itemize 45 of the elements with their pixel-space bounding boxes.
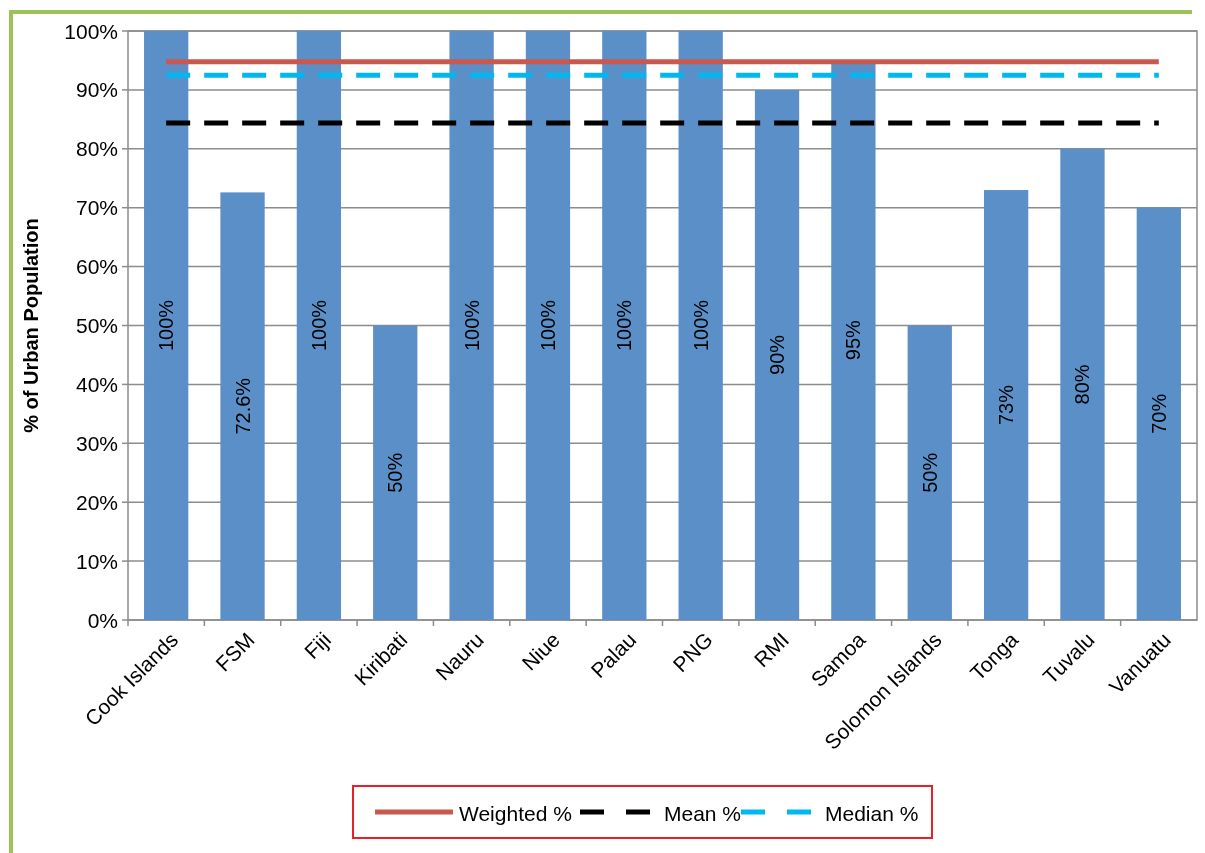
x-tick-label: Niue [517,627,565,675]
bar [525,31,571,620]
data-label: 90% [766,334,789,375]
y-tick-label: 80% [75,137,118,161]
data-label: 100% [155,299,178,352]
data-label: 95% [842,319,865,361]
bar [373,325,418,620]
data-label: 50% [918,452,941,493]
bar [602,31,647,620]
x-tick-label: Fiji [299,627,336,664]
bar [678,31,723,620]
y-tick-label: 60% [75,255,118,279]
data-label: 72.6% [231,377,254,435]
data-label: 70% [1147,393,1170,434]
bar [1060,148,1105,620]
data-label: 100% [689,299,712,352]
data-label: 100% [460,299,483,352]
data-label: 100% [613,299,636,352]
bar [754,89,800,620]
y-axis-title: % of Urban Population [20,218,42,433]
legend-label: Median % [825,801,919,825]
bar [1136,207,1181,620]
bar [449,31,494,620]
data-label: 100% [536,299,559,352]
data-label: 50% [384,452,407,493]
bar [983,190,1029,620]
y-tick-label: 50% [75,314,118,337]
y-tick-label: 40% [75,372,118,396]
y-tick-label: 10% [75,549,118,573]
y-tick-label: 20% [75,490,118,514]
bar [220,192,265,620]
y-tick-label: 30% [75,431,118,455]
bar [144,31,189,620]
bar [296,31,342,620]
x-tick-label: RMI [749,627,794,672]
legend-label: Mean % [664,801,742,825]
legend-label: Weighted % [459,801,572,825]
y-tick-label: 100% [64,19,118,43]
data-label: 73% [995,384,1018,426]
data-label: 80% [1071,364,1094,405]
y-tick-label: 70% [75,196,118,220]
bar [907,325,952,620]
y-tick-label: 90% [75,78,118,102]
y-tick-label: 0% [87,608,118,632]
data-label: 100% [307,299,330,352]
